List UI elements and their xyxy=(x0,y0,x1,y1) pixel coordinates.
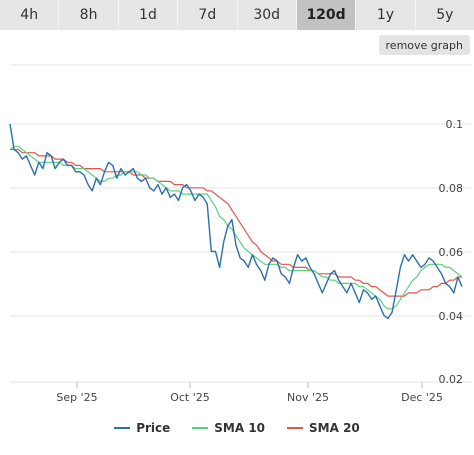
y-tick-label: 0.04 xyxy=(439,310,464,323)
y-tick-label: 0.02 xyxy=(439,373,464,386)
tab-120d[interactable]: 120d xyxy=(296,0,357,30)
x-tick-label: Oct '25 xyxy=(170,391,210,404)
sma20-line xyxy=(10,148,462,297)
legend-item-sma20[interactable]: SMA 20 xyxy=(287,421,360,435)
y-tick-label: 0.06 xyxy=(439,246,464,259)
tab-5y[interactable]: 5y xyxy=(436,7,454,23)
x-tick-label: Dec '25 xyxy=(401,391,443,404)
price-line xyxy=(9,123,463,320)
legend-swatch-price xyxy=(114,427,131,429)
legend-item-price[interactable]: Price xyxy=(114,421,170,435)
y-tick-label: 0.1 xyxy=(446,118,464,131)
tab-1y[interactable]: 1y xyxy=(356,0,416,30)
legend-swatch-sma10 xyxy=(192,427,209,429)
price-chart: 0.1 0.08 0.06 0.04 0.02 Sep '25 Oct '25 Nov '25… xyxy=(9,64,472,404)
x-tick-label: Nov '25 xyxy=(287,391,329,404)
legend-item-sma10[interactable]: SMA 10 xyxy=(192,421,265,435)
tab-7d[interactable]: 7d xyxy=(178,0,238,30)
legend-label-sma20: SMA 20 xyxy=(309,421,360,435)
tab-8h[interactable]: 8h xyxy=(59,0,119,30)
legend-label-sma10: SMA 10 xyxy=(214,421,266,435)
legend-label-price: Price xyxy=(136,421,171,435)
tab-1d[interactable]: 1d xyxy=(119,0,179,30)
timeframe-tabs: 4h 8h 1d 7d 30d 120d 1y 5y xyxy=(0,0,474,30)
sma10-line xyxy=(9,145,463,310)
tab-30d[interactable]: 30d xyxy=(238,0,297,30)
x-tick-label: Sep '25 xyxy=(56,391,97,404)
legend-swatch-sma20 xyxy=(287,427,304,429)
chart-legend: Price SMA 10 SMA 20 xyxy=(0,421,474,435)
remove-graph-button[interactable]: remove graph xyxy=(378,35,470,55)
y-tick-label: 0.08 xyxy=(439,182,464,195)
tab-4h[interactable]: 4h xyxy=(0,0,60,30)
